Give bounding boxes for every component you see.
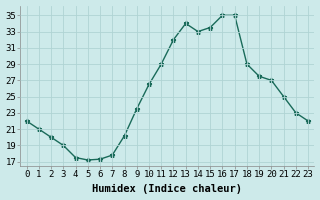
X-axis label: Humidex (Indice chaleur): Humidex (Indice chaleur) [92,184,242,194]
